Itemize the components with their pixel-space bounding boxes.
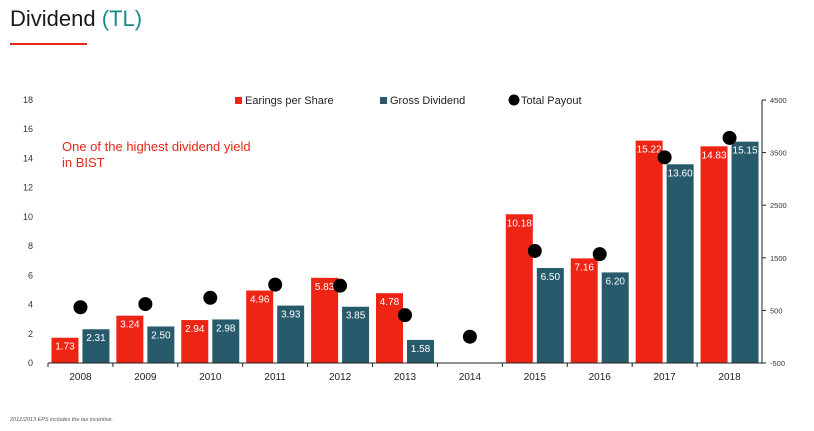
x-tick-label: 2010 bbox=[199, 372, 222, 383]
x-tick-label: 2015 bbox=[524, 372, 547, 383]
eps-bar bbox=[700, 146, 728, 363]
total-payout-point bbox=[268, 277, 283, 292]
gross-dividend-bar bbox=[212, 319, 240, 363]
title-underline bbox=[10, 43, 87, 45]
x-axis: 2008 2009 2010 2011 2012 2013 2014 2015 2016 2017… bbox=[47, 362, 762, 383]
title-unit: (TL) bbox=[101, 6, 143, 31]
dividend-callout: One of the highest dividend yield in BIS… bbox=[62, 139, 251, 170]
gross-dividend-bar bbox=[277, 305, 305, 363]
eps-value-label: 14.83 bbox=[702, 150, 727, 161]
total-payout-point bbox=[527, 243, 542, 258]
gross-dividend-bar bbox=[342, 306, 370, 363]
legend-gross-swatch bbox=[380, 97, 387, 104]
bars: 1.73 2.31 3.24 2.50 2.94 2.98 4.96 3.93 5.83 3.85… bbox=[51, 140, 759, 363]
gross-dividend-bar bbox=[731, 141, 759, 363]
right-tick-label: 3500 bbox=[770, 149, 787, 158]
eps-value-label: 10.18 bbox=[507, 218, 532, 229]
eps-bar bbox=[246, 290, 274, 363]
left-axis: 0 2 4 6 8 10 12 14 16 18 bbox=[23, 95, 33, 368]
total-payout-point bbox=[398, 308, 412, 323]
legend-eps-swatch bbox=[235, 97, 242, 104]
gross-dividend-bar bbox=[601, 272, 629, 363]
legend: Earings per Share Gross Dividend Total Pay… bbox=[235, 94, 582, 107]
left-tick-label: 6 bbox=[28, 270, 33, 280]
eps-value-label: 7.16 bbox=[574, 262, 594, 273]
gross-dividend-value-label: 3.85 bbox=[346, 311, 366, 322]
title-text: Dividend bbox=[10, 6, 96, 31]
gross-dividend-value-label: 2.50 bbox=[151, 330, 171, 341]
total-payout-point bbox=[333, 278, 348, 293]
left-tick-label: 12 bbox=[23, 183, 33, 193]
total-payout-point bbox=[462, 329, 477, 344]
gross-dividend-value-label: 2.98 bbox=[216, 323, 236, 334]
gross-dividend-bar bbox=[147, 326, 175, 363]
x-tick-label: 2008 bbox=[69, 372, 92, 383]
gross-dividend-bar bbox=[82, 329, 110, 363]
payout-dots bbox=[73, 130, 737, 344]
gross-dividend-bar bbox=[536, 268, 564, 363]
total-payout-point bbox=[73, 300, 88, 315]
eps-value-label: 3.24 bbox=[120, 320, 140, 331]
legend-payout-swatch bbox=[508, 94, 520, 106]
gross-dividend-value-label: 6.50 bbox=[541, 272, 561, 283]
x-tick-label: 2017 bbox=[654, 372, 677, 383]
eps-bar bbox=[570, 258, 598, 363]
x-tick-label: 2011 bbox=[264, 372, 286, 383]
left-tick-label: 16 bbox=[23, 124, 33, 134]
gross-dividend-value-label: 2.31 bbox=[86, 333, 106, 344]
eps-bar bbox=[376, 293, 403, 363]
x-tick-label: 2014 bbox=[459, 372, 482, 383]
x-tick-label: 2016 bbox=[589, 372, 612, 383]
eps-value-label: 1.73 bbox=[55, 342, 75, 353]
total-payout-point bbox=[592, 247, 607, 262]
left-tick-label: 14 bbox=[23, 153, 33, 163]
eps-bar bbox=[51, 337, 79, 363]
left-tick-label: 2 bbox=[28, 329, 33, 339]
legend-eps-label: Earings per Share bbox=[245, 95, 334, 107]
legend-payout-label: Total Payout bbox=[521, 95, 582, 107]
eps-bar bbox=[635, 140, 663, 363]
left-tick-label: 0 bbox=[28, 358, 33, 368]
x-tick-label: 2013 bbox=[394, 372, 417, 383]
eps-bar bbox=[311, 277, 339, 363]
eps-value-label: 4.78 bbox=[380, 297, 400, 308]
left-tick-label: 18 bbox=[23, 95, 33, 105]
gross-dividend-value-label: 6.20 bbox=[605, 276, 625, 287]
left-tick-label: 10 bbox=[23, 212, 33, 222]
gross-dividend-bar bbox=[666, 164, 694, 363]
eps-value-label: 2.94 bbox=[185, 324, 205, 335]
total-payout-point bbox=[203, 290, 218, 305]
gross-dividend-value-label: 13.60 bbox=[668, 168, 693, 179]
legend-gross-label: Gross Dividend bbox=[390, 95, 465, 107]
right-tick-label: 4500 bbox=[770, 96, 787, 105]
eps-bar bbox=[505, 214, 533, 363]
page-title: Dividend (TL) bbox=[10, 6, 142, 32]
eps-bar bbox=[181, 320, 209, 363]
total-payout-point bbox=[138, 297, 153, 312]
x-tick-label: 2018 bbox=[718, 372, 741, 383]
right-tick-label: 2500 bbox=[770, 201, 787, 210]
right-axis: -500 500 1500 2500 3500 4500 bbox=[761, 96, 787, 368]
gross-dividend-value-label: 1.58 bbox=[411, 344, 431, 355]
x-tick-label: 2012 bbox=[329, 372, 352, 383]
total-payout-point bbox=[722, 130, 737, 145]
eps-value-label: 4.96 bbox=[250, 295, 270, 306]
right-tick-label: 1500 bbox=[770, 254, 787, 263]
eps-value-label: 15.22 bbox=[637, 145, 662, 156]
total-payout-point bbox=[657, 150, 672, 165]
gross-dividend-bar bbox=[407, 339, 434, 363]
right-tick-label: -500 bbox=[770, 359, 785, 368]
x-tick-label: 2009 bbox=[134, 372, 157, 383]
gross-dividend-value-label: 15.15 bbox=[733, 146, 758, 157]
left-tick-label: 4 bbox=[28, 300, 33, 310]
left-tick-label: 8 bbox=[28, 241, 33, 251]
gross-dividend-value-label: 3.93 bbox=[281, 310, 301, 321]
eps-bar bbox=[116, 315, 144, 363]
footnote: 2012/2013 EPS includes the tax incentive… bbox=[10, 417, 114, 423]
eps-value-label: 5.83 bbox=[315, 282, 335, 293]
right-tick-label: 500 bbox=[770, 306, 783, 315]
